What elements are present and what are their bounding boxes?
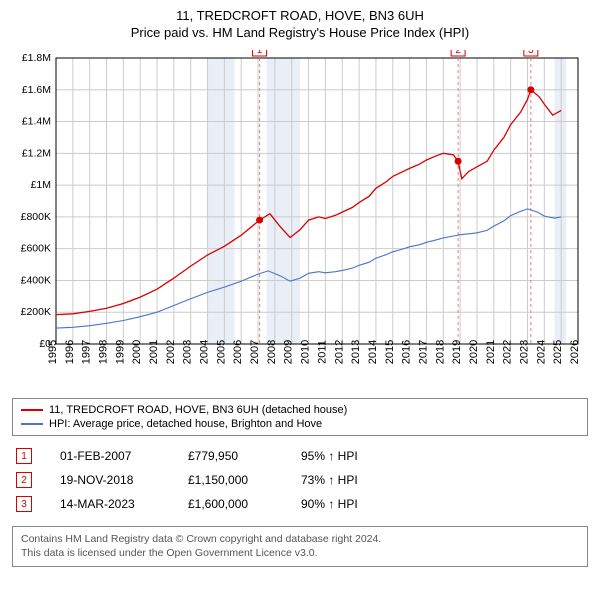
y-tick-label: £1.6M (22, 84, 51, 96)
x-tick-label: 1997 (81, 340, 93, 364)
x-tick-label: 2002 (165, 340, 177, 364)
y-tick-label: £1.2M (22, 147, 51, 159)
legend-swatch (21, 423, 43, 425)
footer-line-2: This data is licensed under the Open Gov… (21, 547, 579, 561)
event-pct: 90% ↑ HPI (301, 497, 358, 511)
marker-badge: 3 (528, 50, 534, 56)
x-tick-label: 2010 (300, 340, 312, 364)
event-row: 2 19-NOV-2018 £1,150,000 73% ↑ HPI (12, 468, 588, 492)
y-tick-label: £200K (21, 306, 51, 318)
y-tick-label: £1.8M (22, 52, 51, 64)
x-tick-label: 2017 (417, 340, 429, 364)
x-tick-label: 2022 (502, 340, 514, 364)
event-badge: 1 (16, 448, 32, 464)
x-tick-label: 2012 (333, 340, 345, 364)
legend-label: HPI: Average price, detached house, Brig… (49, 418, 322, 430)
x-tick-label: 2013 (350, 340, 362, 364)
x-tick-label: 2014 (367, 340, 379, 364)
legend: 11, TREDCROFT ROAD, HOVE, BN3 6UH (detac… (12, 398, 588, 436)
event-price: £779,950 (188, 449, 273, 463)
x-tick-label: 2016 (401, 340, 413, 364)
x-tick-label: 2000 (131, 340, 143, 364)
y-tick-label: £1M (31, 179, 51, 191)
x-tick-label: 2024 (535, 340, 547, 364)
y-tick-label: £1.4M (22, 116, 51, 128)
event-date: 01-FEB-2007 (60, 449, 160, 463)
marker-badge: 1 (257, 50, 263, 56)
legend-swatch (21, 409, 43, 411)
x-tick-label: 2025 (552, 340, 564, 364)
x-tick-label: 2005 (215, 340, 227, 364)
event-date: 19-NOV-2018 (60, 473, 160, 487)
chart-container: 11, TREDCROFT ROAD, HOVE, BN3 6UH Price … (0, 0, 600, 577)
y-tick-label: £800K (21, 211, 51, 223)
x-tick-label: 1996 (64, 340, 76, 364)
x-tick-label: 2009 (283, 340, 295, 364)
marker-badge: 2 (455, 50, 461, 56)
chart-title: 11, TREDCROFT ROAD, HOVE, BN3 6UH (12, 8, 588, 23)
x-tick-label: 2015 (384, 340, 396, 364)
event-pct: 95% ↑ HPI (301, 449, 358, 463)
y-tick-label: £600K (21, 243, 51, 255)
x-tick-label: 2019 (451, 340, 463, 364)
x-tick-label: 2006 (232, 340, 244, 364)
x-tick-label: 2026 (569, 340, 581, 364)
legend-item: 11, TREDCROFT ROAD, HOVE, BN3 6UH (detac… (21, 403, 579, 417)
footer-attribution: Contains HM Land Registry data © Crown c… (12, 526, 588, 567)
legend-item: HPI: Average price, detached house, Brig… (21, 417, 579, 431)
event-date: 14-MAR-2023 (60, 497, 160, 511)
chart-plot: £0£200K£400K£600K£800K£1M£1.2M£1.4M£1.6M… (12, 50, 588, 390)
x-tick-label: 2008 (266, 340, 278, 364)
x-tick-label: 2004 (199, 340, 211, 364)
footer-line-1: Contains HM Land Registry data © Crown c… (21, 533, 579, 547)
x-tick-label: 2003 (182, 340, 194, 364)
event-badge: 2 (16, 472, 32, 488)
chart-svg: £0£200K£400K£600K£800K£1M£1.2M£1.4M£1.6M… (12, 50, 588, 390)
x-tick-label: 2020 (468, 340, 480, 364)
event-pct: 73% ↑ HPI (301, 473, 358, 487)
x-tick-label: 1995 (47, 340, 59, 364)
x-tick-label: 1998 (98, 340, 110, 364)
event-price: £1,150,000 (188, 473, 273, 487)
x-tick-label: 2018 (434, 340, 446, 364)
y-tick-label: £400K (21, 274, 51, 286)
x-tick-label: 2007 (249, 340, 261, 364)
event-row: 1 01-FEB-2007 £779,950 95% ↑ HPI (12, 444, 588, 468)
x-tick-label: 1999 (114, 340, 126, 364)
chart-subtitle: Price paid vs. HM Land Registry's House … (12, 25, 588, 40)
x-tick-label: 2021 (485, 340, 497, 364)
x-tick-label: 2001 (148, 340, 160, 364)
x-tick-label: 2023 (518, 340, 530, 364)
event-row: 3 14-MAR-2023 £1,600,000 90% ↑ HPI (12, 492, 588, 516)
events-table: 1 01-FEB-2007 £779,950 95% ↑ HPI 2 19-NOV-201… (12, 444, 588, 516)
legend-label: 11, TREDCROFT ROAD, HOVE, BN3 6UH (detac… (49, 404, 347, 416)
event-price: £1,600,000 (188, 497, 273, 511)
event-badge: 3 (16, 496, 32, 512)
